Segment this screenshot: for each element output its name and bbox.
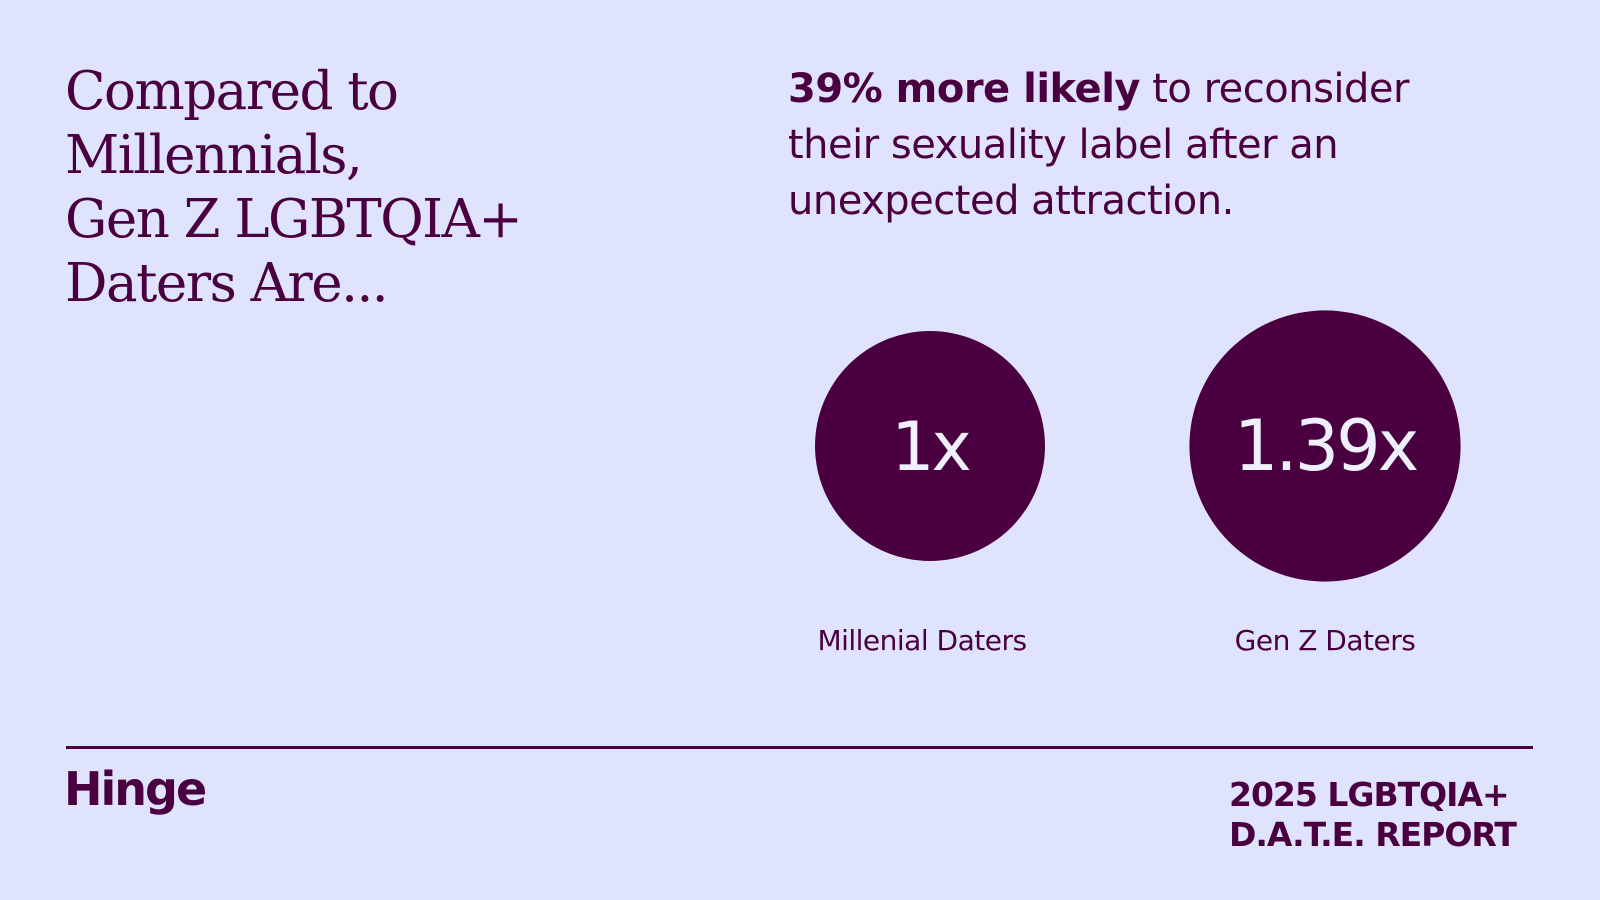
headline-line: Millennials, — [65, 125, 363, 186]
report-line: 2025 LGBTQIA+ — [1229, 775, 1510, 814]
bubble-0 — [815, 331, 1045, 561]
report-line: D.A.T.E. REPORT — [1229, 815, 1517, 854]
stat-rest: to reconsider — [1139, 66, 1409, 112]
stat-line: their sexuality label after an — [788, 122, 1339, 168]
stat-description: 39% more likely to reconsider their sexu… — [788, 61, 1548, 229]
stat-line: 39% more likely to reconsider — [788, 61, 1548, 117]
bubble-chart: 1x Millenial Daters 1.39x Gen Z Daters — [815, 310, 1461, 657]
report-title: 2025 LGBTQIA+ D.A.T.E. REPORT — [1229, 775, 1517, 855]
bubble-category-label-1: Gen Z Daters — [1235, 624, 1416, 657]
bubble-1 — [1189, 310, 1461, 582]
headline-line: Gen Z LGBTQIA+ — [65, 189, 523, 250]
bubble-category-label-0: Millenial Daters — [817, 624, 1026, 657]
headline: Compared to Millennials, Gen Z LGBTQIA+ … — [65, 60, 585, 316]
stat-highlight: 39% more likely — [788, 66, 1140, 112]
bubble-value-label-0: 1x — [891, 408, 970, 487]
stat-line: unexpected attraction. — [788, 178, 1234, 224]
hinge-logo: Hinge — [64, 762, 207, 816]
bubble-value-label-1: 1.39x — [1234, 405, 1418, 487]
footer-divider — [66, 746, 1533, 749]
headline-line: Daters Are... — [65, 253, 389, 314]
headline-line: Compared to — [65, 61, 399, 122]
